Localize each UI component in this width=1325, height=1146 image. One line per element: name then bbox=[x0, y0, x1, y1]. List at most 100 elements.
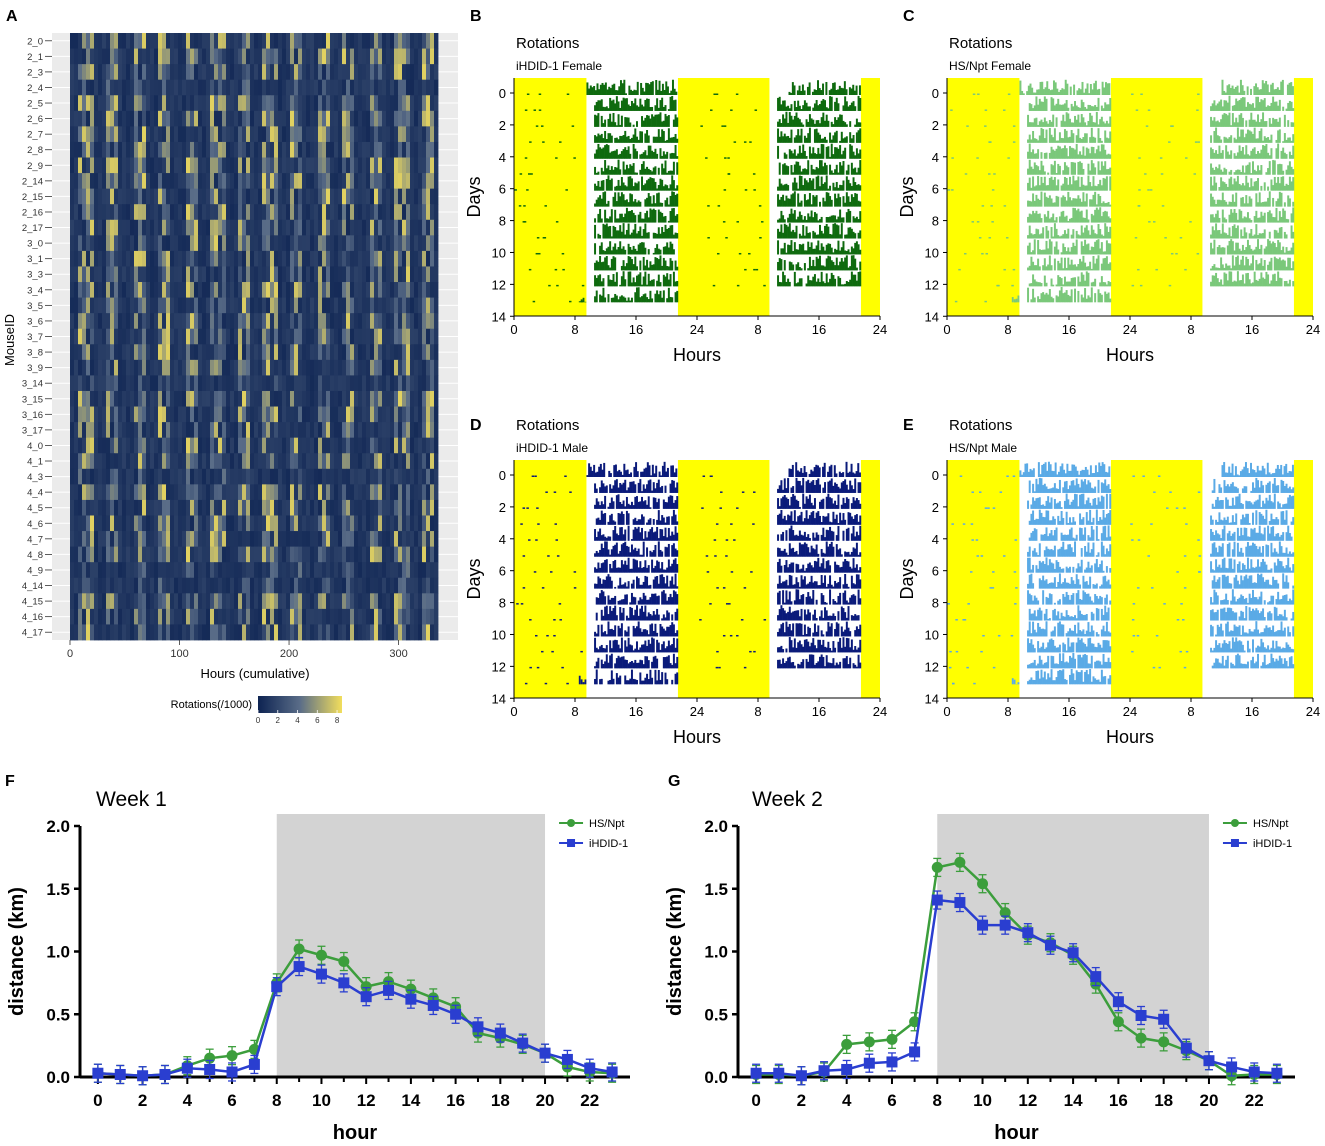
heatmap-cell bbox=[394, 624, 399, 641]
heatmap-cell bbox=[374, 546, 379, 563]
activity-bar bbox=[635, 90, 638, 95]
heatmap-cell bbox=[266, 375, 271, 392]
heatmap-cell bbox=[226, 390, 231, 407]
activity-bar bbox=[636, 136, 638, 143]
activity-bar bbox=[644, 199, 647, 207]
heatmap-cell bbox=[286, 313, 291, 330]
heatmap-cell bbox=[102, 95, 107, 112]
heatmap-cell bbox=[82, 531, 87, 548]
heatmap-cell bbox=[158, 157, 163, 174]
heatmap-cell bbox=[74, 608, 79, 625]
heatmap-cell bbox=[274, 157, 279, 174]
heatmap-cell bbox=[346, 328, 351, 345]
heatmap-cell bbox=[290, 219, 295, 236]
heatmap-cell bbox=[78, 204, 83, 221]
heatmap-cell bbox=[150, 110, 155, 127]
heatmap-cell bbox=[402, 499, 407, 516]
activity-bar bbox=[819, 160, 821, 175]
heatmap-cell bbox=[110, 531, 115, 548]
heatmap-cell bbox=[430, 422, 435, 439]
heatmap-cell bbox=[154, 282, 159, 298]
heatmap-cell bbox=[306, 546, 311, 563]
heatmap-cell bbox=[102, 375, 107, 392]
activity-tick bbox=[721, 125, 724, 127]
heatmap-cell bbox=[118, 437, 123, 454]
heatmap-cell bbox=[250, 204, 255, 221]
activity-bar bbox=[676, 266, 679, 271]
heatmap-cell bbox=[170, 64, 175, 81]
heatmap-cell bbox=[118, 79, 123, 96]
heatmap-cell bbox=[114, 48, 119, 65]
heatmap-cell bbox=[378, 577, 383, 594]
activity-bar bbox=[669, 153, 672, 159]
heatmap-cell bbox=[378, 562, 383, 579]
heatmap-cell bbox=[86, 422, 91, 439]
activity-bar bbox=[795, 155, 798, 159]
heatmap-cell bbox=[262, 250, 267, 267]
heatmap-cell bbox=[266, 422, 271, 439]
activity-bar bbox=[662, 168, 665, 175]
heatmap-cell bbox=[362, 453, 367, 470]
heatmap-cell bbox=[410, 188, 415, 205]
heatmap-cell bbox=[122, 64, 127, 81]
heatmap-cell bbox=[382, 79, 387, 96]
heatmap-cell bbox=[350, 359, 355, 376]
heatmap-cell bbox=[290, 204, 295, 221]
heatmap-cell bbox=[318, 531, 323, 548]
heatmap-cell bbox=[286, 344, 291, 361]
heatmap-cell bbox=[366, 126, 371, 143]
heatmap-cell bbox=[246, 484, 251, 501]
heatmap-cell bbox=[382, 235, 387, 252]
heatmap-cell bbox=[182, 33, 187, 49]
activity-bar bbox=[782, 114, 785, 127]
heatmap-cell bbox=[202, 250, 207, 267]
heatmap-cell bbox=[118, 390, 123, 407]
heatmap-cell bbox=[330, 235, 335, 252]
heatmap-cell bbox=[238, 468, 243, 485]
heatmap-cell bbox=[134, 48, 139, 65]
activity-bar bbox=[785, 183, 788, 191]
heatmap-cell bbox=[250, 577, 255, 594]
heatmap-cell bbox=[122, 173, 127, 190]
heatmap-cell bbox=[366, 359, 371, 376]
heatmap-cell bbox=[238, 422, 243, 439]
heatmap-cell bbox=[214, 422, 219, 439]
heatmap-cell bbox=[298, 359, 303, 376]
heatmap-cell bbox=[174, 546, 179, 563]
activity-bar bbox=[825, 175, 828, 191]
heatmap-cell bbox=[102, 110, 107, 127]
activity-bar bbox=[620, 265, 623, 271]
heatmap-cell bbox=[302, 79, 307, 96]
heatmap-cell bbox=[146, 126, 151, 143]
activity-bar bbox=[813, 169, 816, 175]
activity-bar bbox=[824, 201, 827, 207]
heatmap-cell bbox=[378, 546, 383, 563]
heatmap-cell bbox=[338, 484, 343, 501]
activity-bar bbox=[829, 164, 832, 175]
heatmap-cell bbox=[94, 624, 99, 641]
heatmap-cell bbox=[330, 157, 335, 174]
heatmap-cell bbox=[302, 297, 307, 314]
activity-bar bbox=[649, 280, 652, 287]
heatmap-cell bbox=[254, 593, 259, 610]
heatmap-cell bbox=[382, 515, 387, 532]
heatmap-cell bbox=[70, 95, 75, 112]
activity-bar bbox=[649, 261, 652, 271]
heatmap-cell bbox=[430, 608, 435, 625]
heatmap-cell bbox=[346, 219, 351, 236]
activity-bar bbox=[600, 262, 603, 271]
heatmap-cell bbox=[246, 468, 251, 485]
heatmap-cell bbox=[262, 406, 267, 423]
heatmap-cell bbox=[246, 562, 251, 579]
activity-bar bbox=[599, 195, 602, 207]
heatmap-cell bbox=[290, 406, 295, 423]
activity-tick bbox=[715, 93, 719, 95]
heatmap-cell bbox=[242, 499, 247, 516]
activity-bar bbox=[639, 131, 642, 143]
heatmap-cell bbox=[382, 390, 387, 407]
heatmap-cell bbox=[134, 282, 139, 298]
activity-bar bbox=[609, 279, 612, 287]
heatmap-cell bbox=[86, 344, 91, 361]
heatmap-cell bbox=[182, 297, 187, 314]
heatmap-cell bbox=[82, 515, 87, 532]
